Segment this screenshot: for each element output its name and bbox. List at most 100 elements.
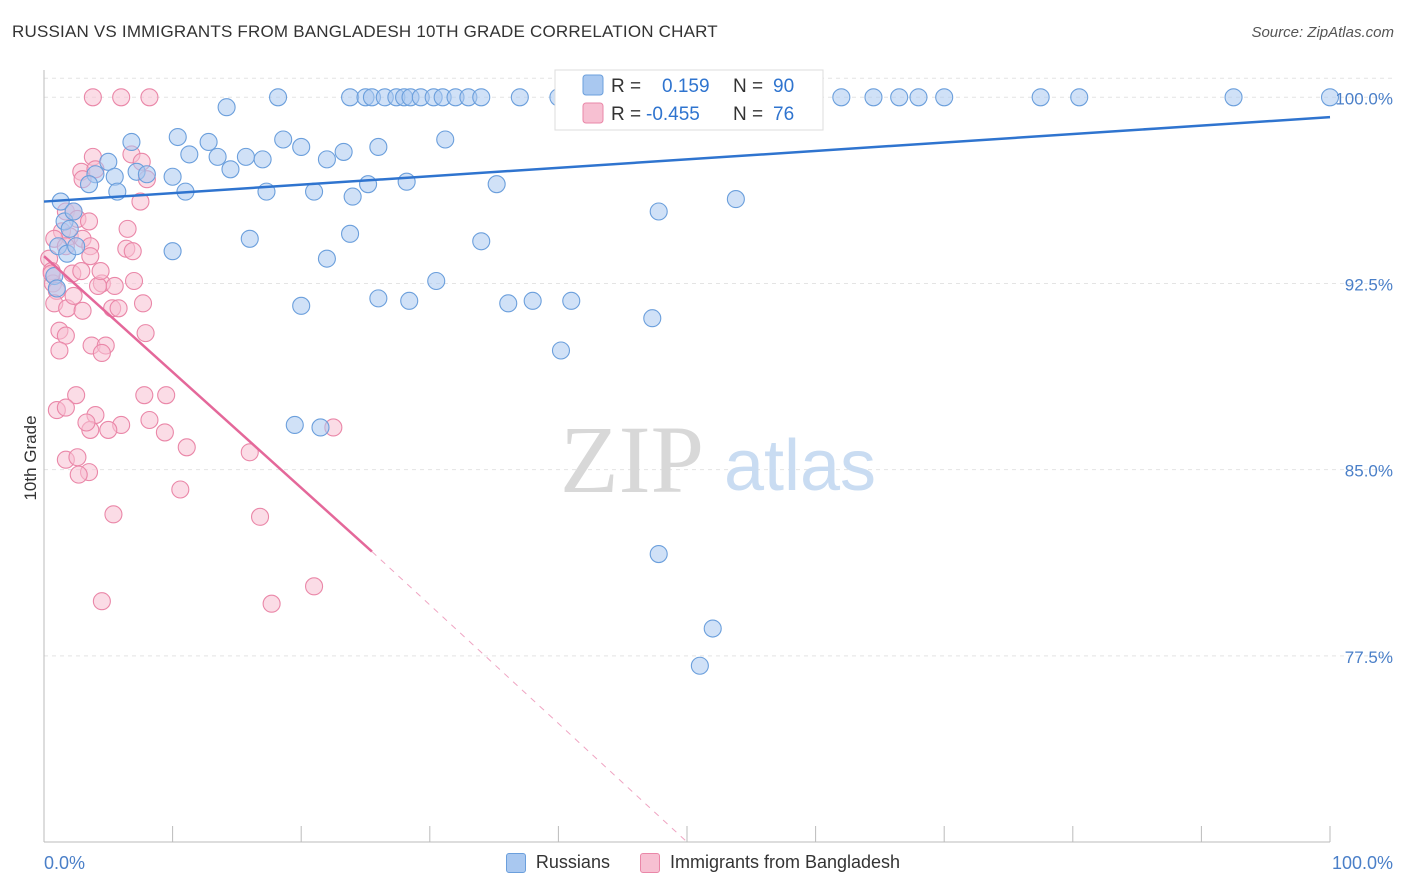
legend-item-bangladesh[interactable]: Immigrants from Bangladesh	[639, 852, 901, 873]
russians-point-37	[253, 150, 272, 169]
bangladesh-point-75	[109, 299, 128, 318]
russians-point-80	[562, 291, 581, 310]
bangladesh-point-33	[105, 276, 124, 296]
russians-point-74	[427, 271, 446, 291]
y-tick-label-2: 92.5%	[1345, 275, 1393, 294]
y-axis-label: 10th Grade	[21, 415, 40, 500]
chart-title: RUSSIAN VS IMMIGRANTS FROM BANGLADESH 10…	[12, 22, 718, 41]
stats-box: R = 0.159 N = 90 R = -0.455 N = 76	[554, 69, 824, 131]
russians-point-83	[643, 309, 662, 328]
y-tick-label-0: 77.5%	[1345, 648, 1393, 667]
russians-point-59	[79, 175, 99, 194]
russians-point-26	[1031, 88, 1050, 107]
y-tick-label-3: 100.0%	[1335, 89, 1393, 108]
bangladesh-point-71	[262, 594, 281, 613]
russians-point-21	[832, 88, 851, 107]
russians-point-85	[311, 418, 330, 437]
bangladesh-point-42	[136, 324, 155, 343]
russians-point-42	[369, 137, 388, 157]
russians-point-32	[168, 127, 187, 147]
russians-point-63	[60, 219, 79, 238]
russians-point-86	[285, 415, 304, 435]
bangladesh-point-23	[123, 242, 142, 261]
legend: Russians Immigrants from Bangladesh	[0, 852, 1406, 873]
stats-n-label-bangladesh: N =	[733, 104, 763, 125]
bangladesh-point-45	[92, 343, 111, 363]
russians-point-87	[649, 545, 668, 564]
russians-point-23	[890, 88, 909, 107]
stats-n-value-russians: 90	[773, 76, 794, 97]
russians-point-1	[341, 88, 360, 107]
bangladesh-point-46	[50, 341, 69, 360]
russians-point-22	[864, 88, 883, 107]
russians-point-35	[208, 147, 227, 166]
russians-point-36	[236, 147, 255, 166]
bangladesh-point-1	[112, 88, 131, 107]
russians-point-68	[341, 224, 360, 243]
bangladesh-point-51	[157, 386, 176, 405]
russians-point-89	[690, 656, 709, 675]
russians-point-33	[199, 132, 218, 152]
bangladesh-point-14	[79, 212, 99, 231]
russians-point-81	[649, 202, 668, 221]
russians-point-66	[67, 237, 86, 256]
russians-point-39	[292, 137, 311, 157]
russians-point-34	[180, 145, 199, 164]
legend-label-bangladesh: Immigrants from Bangladesh	[669, 852, 901, 872]
bangladesh-point-72	[91, 262, 110, 281]
russians-point-84	[551, 341, 571, 360]
russians-point-14	[510, 88, 529, 107]
russians-point-30	[217, 98, 236, 117]
bangladesh-point-39	[133, 294, 153, 313]
russians-point-56	[397, 172, 416, 191]
russians-trend-line	[43, 115, 1331, 203]
russians-point-55	[359, 175, 378, 194]
watermark: ZIP atlas	[560, 406, 876, 513]
russians-points	[45, 88, 1340, 675]
stats-swatch-bangladesh	[582, 102, 604, 124]
bangladesh-point-32	[88, 276, 108, 296]
bangladesh-points	[40, 88, 343, 613]
x-tick-label-0: 0.0%	[44, 853, 85, 873]
russians-point-79	[523, 291, 542, 310]
watermark-atlas: atlas	[724, 426, 876, 506]
russians-point-67	[240, 229, 259, 248]
russians-point-49	[163, 167, 182, 186]
bangladesh-point-28	[72, 262, 91, 281]
bangladesh-point-10	[131, 192, 150, 211]
russians-point-62	[64, 202, 83, 221]
bangladesh-point-66	[104, 505, 123, 524]
russians-point-25	[935, 88, 954, 107]
stats-r-label-bangladesh: R =	[611, 104, 641, 125]
russians-point-44	[99, 152, 118, 171]
stats-r-value-bangladesh: -0.455	[646, 104, 700, 125]
stats-r-label-russians: R =	[611, 76, 641, 97]
legend-item-russians[interactable]: Russians	[505, 852, 610, 873]
stats-swatch-russians	[582, 74, 604, 96]
watermark-zip: ZIP	[560, 406, 704, 513]
russians-point-54	[343, 187, 362, 206]
russians-point-82	[726, 190, 745, 209]
russians-point-75	[292, 296, 311, 315]
axes	[43, 70, 1331, 843]
russians-point-73	[317, 249, 336, 268]
stats-r-value-russians: 0.159	[662, 76, 710, 97]
bangladesh-point-67	[250, 507, 270, 526]
russians-point-77	[400, 291, 419, 310]
tick-labels: 77.5% 85.0% 92.5% 100.0% 0.0% 100.0%	[44, 89, 1393, 873]
russians-point-28	[1224, 88, 1243, 107]
bangladesh-point-34	[124, 271, 144, 291]
russians-point-13	[472, 88, 491, 107]
bangladesh-point-37	[73, 301, 92, 320]
bangladesh-point-54	[140, 410, 159, 430]
russians-point-69	[472, 232, 491, 251]
bangladesh-point-64	[171, 480, 190, 499]
russians-point-40	[317, 150, 336, 169]
stats-n-label-russians: N =	[733, 76, 763, 97]
bangladesh-point-74	[64, 286, 83, 305]
trend-lines	[43, 115, 1331, 843]
bangladesh-point-2	[140, 88, 159, 107]
bangladesh-point-59	[177, 438, 196, 457]
bangladesh-point-57	[77, 413, 96, 432]
